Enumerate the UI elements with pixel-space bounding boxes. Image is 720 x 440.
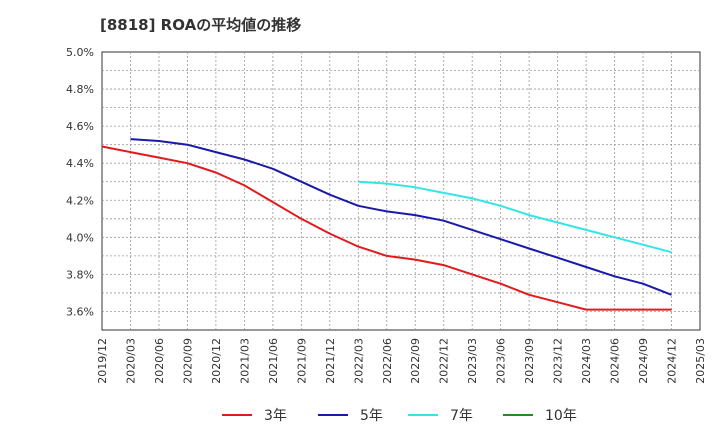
series-line-7年 [358,180,672,254]
x-tick-label: 2020/06 [153,338,166,384]
legend-label: 10年 [545,408,577,424]
x-tick-label: 2020/03 [124,338,137,384]
y-tick-label: 4.6% [66,120,94,133]
legend: 3年 5年 7年 10年 [222,408,577,424]
x-tick-label: 2020/12 [210,338,223,384]
x-tick-label: 2021/12 [324,338,337,384]
x-tick-label: 2024/12 [666,338,679,384]
x-tick-label: 2022/03 [352,338,365,384]
x-tick-label: 2023/12 [552,338,565,384]
x-tick-label: 2023/06 [495,338,508,384]
x-tick-label: 2019/12 [96,338,109,384]
y-tick-label: 4.8% [66,83,94,96]
y-axis: 3.6% 3.8% 4.0% 4.2% 4.4% 4.6% 4.8% 5.0% [66,46,94,318]
series-layer [101,138,672,311]
x-tick-label: 2024/06 [609,338,622,384]
x-tick-label: 2022/12 [438,338,451,384]
x-tick-label: 2023/03 [466,338,479,384]
y-tick-label: 4.2% [66,194,94,207]
y-tick-label: 5.0% [66,46,94,59]
y-tick-label: 3.6% [66,305,94,318]
x-tick-label: 2021/09 [295,338,308,384]
y-tick-label: 3.8% [66,268,94,281]
series-line-3年 [101,145,672,311]
plot-border [101,51,701,331]
x-tick-label: 2023/09 [523,338,536,384]
plot-area [101,51,701,331]
x-tick-label: 2020/09 [181,338,194,384]
legend-label: 5年 [360,408,383,424]
legend-label: 7年 [450,408,473,424]
x-tick-label: 2021/06 [267,338,280,384]
x-tick-label: 2024/09 [637,338,650,384]
x-tick-label: 2022/06 [381,338,394,384]
x-tick-label: 2022/09 [409,338,422,384]
x-axis: 2019/12 2020/03 2020/06 2020/09 2020/12 2021/… [96,338,707,384]
y-tick-label: 4.0% [66,231,94,244]
x-tick-label: 2025/03 [694,338,707,384]
legend-label: 3年 [264,408,287,424]
chart-title: [8818] ROAの平均値の推移 [100,16,302,34]
x-tick-label: 2024/03 [580,338,593,384]
y-tick-label: 4.4% [66,157,94,170]
x-tick-label: 2021/03 [238,338,251,384]
series-line-5年 [130,138,672,296]
